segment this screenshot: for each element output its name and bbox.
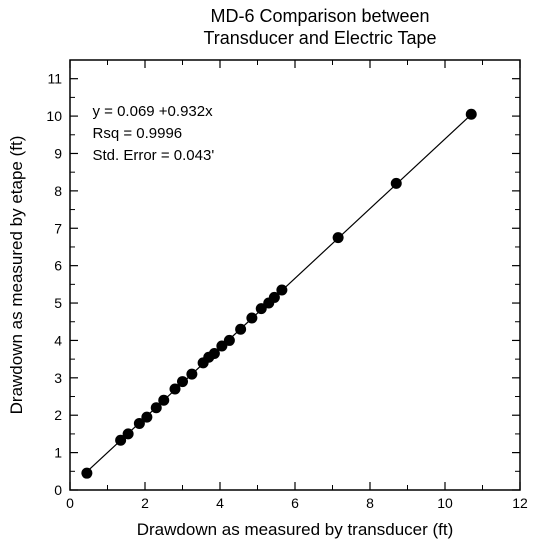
data-point — [466, 109, 477, 120]
x-tick-label: 12 — [512, 495, 528, 511]
y-axis-label: Drawdown as measured by etape (ft) — [7, 136, 26, 415]
chart-title-line1: MD-6 Comparison between — [210, 6, 429, 26]
x-tick-label: 8 — [366, 495, 374, 511]
y-tick-label: 5 — [54, 295, 62, 311]
y-tick-label: 10 — [46, 108, 62, 124]
annotation-equation: y = 0.069 +0.932x — [93, 103, 214, 120]
x-tick-label: 6 — [291, 495, 299, 511]
scatter-chart: MD-6 Comparison between Transducer and E… — [0, 0, 550, 556]
data-point — [186, 369, 197, 380]
y-tick-label: 11 — [47, 71, 62, 87]
data-point — [123, 428, 134, 439]
data-point — [333, 232, 344, 243]
annotation-rsq: Rsq = 0.9996 — [93, 125, 183, 142]
x-tick-label: 4 — [216, 495, 224, 511]
x-axis-label: Drawdown as measured by transducer (ft) — [137, 520, 454, 539]
y-tick-label: 7 — [54, 220, 62, 236]
chart-container: MD-6 Comparison between Transducer and E… — [0, 0, 550, 556]
data-point — [177, 376, 188, 387]
y-tick-label: 9 — [54, 145, 62, 161]
y-tick-label: 0 — [54, 482, 62, 498]
y-tick-label: 6 — [54, 258, 62, 274]
data-point — [235, 324, 246, 335]
data-point — [141, 412, 152, 423]
chart-title-line2: Transducer and Electric Tape — [203, 28, 436, 48]
annotation-stderr: Std. Error = 0.043' — [93, 147, 215, 164]
data-point — [391, 178, 402, 189]
data-point — [81, 468, 92, 479]
data-point — [246, 313, 257, 324]
x-tick-label: 0 — [66, 495, 74, 511]
y-tick-label: 3 — [54, 370, 62, 386]
data-point — [224, 335, 235, 346]
y-tick-label: 2 — [54, 407, 62, 423]
data-point — [158, 395, 169, 406]
x-tick-label: 2 — [141, 495, 149, 511]
x-tick-label: 10 — [437, 495, 453, 511]
data-point — [276, 284, 287, 295]
y-tick-label: 8 — [54, 183, 62, 199]
y-tick-label: 4 — [54, 332, 62, 348]
y-tick-label: 1 — [54, 445, 62, 461]
